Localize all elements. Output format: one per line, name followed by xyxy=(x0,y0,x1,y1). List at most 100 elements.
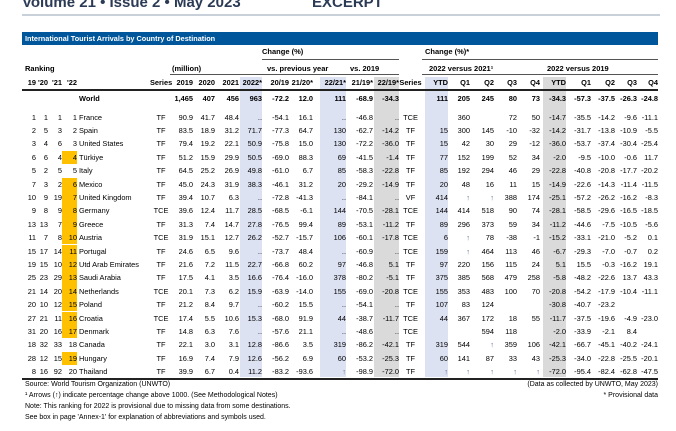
value-cell: 15 xyxy=(439,125,448,135)
destination-name: Greece xyxy=(79,219,104,229)
value-cell: 21/20* xyxy=(291,78,313,87)
value-cell: .. xyxy=(394,300,399,310)
value-cell: 24.6 xyxy=(178,246,193,256)
series-cell: TCE xyxy=(403,233,418,243)
change2-header: Change (%)* xyxy=(425,47,470,56)
value-cell: .. xyxy=(341,112,346,122)
value-cell: 39.9 xyxy=(178,367,193,377)
value-cell xyxy=(422,111,448,124)
value-cell: 38.3 xyxy=(247,179,262,189)
value-cell: 60.2 xyxy=(298,259,313,269)
value-cell: -5.6 xyxy=(645,219,658,229)
rank-cell: 20 xyxy=(27,300,36,310)
value-cell: .. xyxy=(394,246,399,256)
value-cell: 155 xyxy=(435,286,448,296)
rank-cell: '21 xyxy=(52,78,62,87)
value-cell xyxy=(494,298,517,311)
rank-cell: 20 xyxy=(39,326,48,336)
value-cell: -22.8 xyxy=(549,166,566,176)
value-cell: -20.8 xyxy=(598,166,615,176)
value-cell: 16.9 xyxy=(178,353,193,363)
value-cell: 44 xyxy=(439,313,448,323)
rank-2022-highlighted: 14 xyxy=(62,284,77,299)
rank-2022-highlighted: 15 xyxy=(62,298,77,312)
value-cell: Q1 xyxy=(460,78,470,87)
value-cell: 60 xyxy=(439,353,448,363)
value-cell: -63.9 xyxy=(272,286,289,296)
value-cell: -17.9 xyxy=(598,286,615,296)
value-cell: 3.5 xyxy=(302,340,313,350)
value-cell: 72 xyxy=(508,112,517,122)
value-cell: -34.0 xyxy=(574,353,591,363)
value-cell: 31.3 xyxy=(178,219,193,229)
value-cell: -11.2 xyxy=(382,219,399,229)
rank-cell: '22 xyxy=(67,78,77,87)
value-cell: 7.6 xyxy=(228,326,239,336)
series-cell: VF xyxy=(405,192,416,202)
value-cell: -48.6 xyxy=(356,326,373,336)
value-cell: .. xyxy=(341,300,346,310)
column-shade-22-21 xyxy=(320,77,346,377)
rank-cell: 18 xyxy=(68,340,77,350)
annex-note: See box in page 'Annex-1' for explanatio… xyxy=(25,414,266,421)
value-cell xyxy=(615,298,637,311)
value-cell: 220 xyxy=(457,259,470,269)
value-cell: 11.2 xyxy=(248,367,262,377)
destination-name: Croatia xyxy=(79,313,103,323)
value-cell: 71.7 xyxy=(247,125,262,135)
series-cell: TF xyxy=(156,139,166,149)
rank-cell: 19 xyxy=(27,78,36,87)
value-cell: -66.7 xyxy=(574,340,591,350)
arrow-up-icon: ↑ xyxy=(444,367,448,377)
value-cell: -47.5 xyxy=(641,367,658,377)
value-cell xyxy=(517,298,540,311)
value-cell: 479 xyxy=(504,273,517,283)
value-cell: -23.0 xyxy=(641,313,658,323)
value-cell: 80 xyxy=(508,94,517,103)
value-cell: -4.9 xyxy=(624,313,637,323)
value-cell: 106 xyxy=(527,340,540,350)
value-cell: 359 xyxy=(504,340,517,350)
value-cell: 73 xyxy=(531,94,540,103)
value-cell: -29.3 xyxy=(574,246,591,256)
rank-cell: 9 xyxy=(43,192,48,202)
value-cell: -25.4 xyxy=(641,139,658,149)
value-cell: Q4 xyxy=(648,78,658,87)
value-cell: 55 xyxy=(531,313,540,323)
arrow-up-icon: ↑ xyxy=(490,192,494,202)
change-header: Change (%) xyxy=(262,47,304,56)
value-cell: -58.3 xyxy=(356,166,373,176)
value-cell: 69 xyxy=(337,152,346,162)
value-cell: -95.4 xyxy=(574,367,591,377)
value-cell: 8.4 xyxy=(626,326,637,336)
value-cell: 7.2 xyxy=(204,259,215,269)
rank-cell: 4 xyxy=(43,139,48,149)
rank-cell: 21 xyxy=(27,286,36,296)
rank-2022-highlighted: 19 xyxy=(62,351,77,366)
value-cell: 48.4 xyxy=(224,112,239,122)
value-cell: 141 xyxy=(457,353,470,363)
value-cell: 375 xyxy=(435,273,448,283)
value-cell: -34.3 xyxy=(382,94,399,103)
value-cell: 52 xyxy=(508,152,517,162)
value-cell: 10.7 xyxy=(200,192,215,202)
rank-cell: 5 xyxy=(72,166,77,176)
value-cell: 19.1 xyxy=(643,259,658,269)
value-cell: -76.4 xyxy=(272,273,289,283)
publication-title: Volume 21 • Issue 2 • May 2023 xyxy=(22,0,241,11)
value-cell: 15.1 xyxy=(200,233,215,243)
destination-name: Netherlands xyxy=(79,286,119,296)
value-cell: -24.1 xyxy=(641,340,658,350)
value-cell: 367 xyxy=(457,313,470,323)
ranking-header: Ranking xyxy=(25,64,55,73)
rank-cell: 33 xyxy=(53,340,62,350)
value-cell: 2019 xyxy=(176,78,193,87)
value-cell: -15.7 xyxy=(296,233,313,243)
series-cell: TF xyxy=(156,259,166,269)
value-cell: 11 xyxy=(509,179,517,189)
destination-name: Canada xyxy=(79,340,105,350)
value-cell: 3.5 xyxy=(228,273,239,283)
value-cell: -6.7 xyxy=(553,246,566,256)
rank-cell: 21 xyxy=(39,313,48,323)
value-cell: 11.5 xyxy=(225,259,239,269)
